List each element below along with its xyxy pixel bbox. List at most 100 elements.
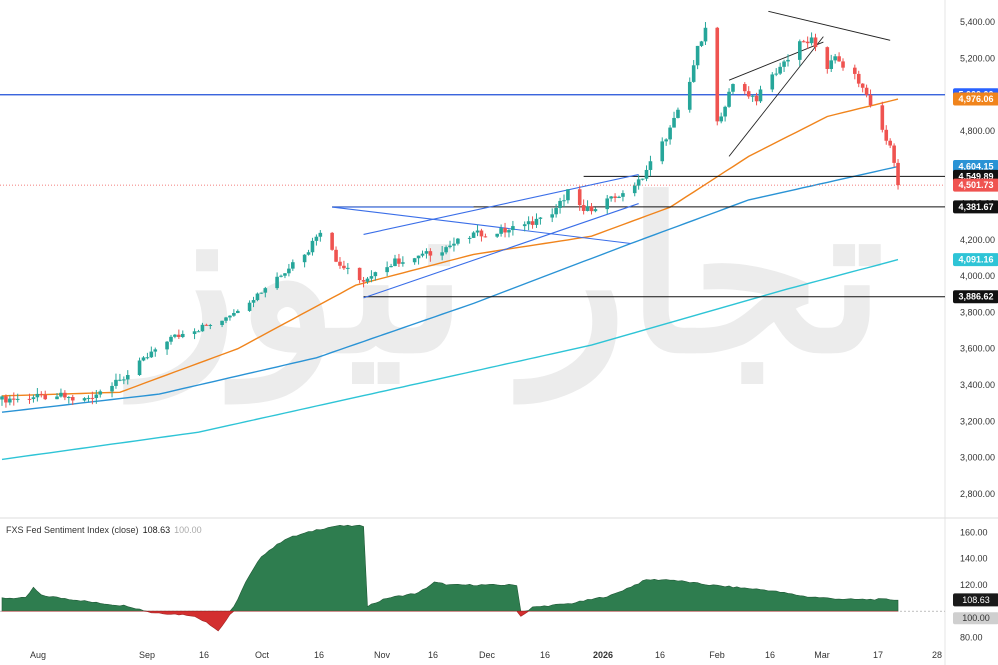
price-tag-label: 4,381.67 bbox=[958, 202, 993, 212]
price-tick-label: 4,800.00 bbox=[960, 126, 995, 136]
time-tick-label: 16 bbox=[540, 650, 550, 660]
candles bbox=[0, 22, 900, 408]
time-tick-label: 16 bbox=[314, 650, 324, 660]
candle-body bbox=[448, 245, 452, 248]
watermark-text: تجار نيوز bbox=[123, 160, 884, 405]
time-tick-label: 16 bbox=[765, 650, 775, 660]
indicator-baseline-tag-label: 100.00 bbox=[962, 613, 990, 623]
price-tag-label: 3,886.62 bbox=[958, 292, 993, 302]
candle-body bbox=[691, 65, 696, 82]
candle-body bbox=[853, 67, 857, 74]
candle-body bbox=[110, 385, 114, 392]
candle-body bbox=[287, 268, 291, 274]
price-tick-label: 2,800.00 bbox=[960, 489, 995, 499]
candle-body bbox=[715, 27, 720, 122]
candle-body bbox=[856, 73, 861, 84]
candle-body bbox=[220, 320, 224, 325]
candle-body bbox=[31, 397, 36, 400]
indicator-axis[interactable]: 80.00 120.00 140.00 160.00 108.63 100.00 bbox=[953, 527, 998, 642]
candle-body bbox=[291, 262, 295, 269]
candle-body bbox=[554, 207, 558, 215]
candle-body bbox=[11, 398, 16, 400]
candle-body bbox=[310, 240, 315, 253]
candle-body bbox=[306, 252, 311, 255]
candle-body bbox=[55, 396, 59, 400]
candle-body bbox=[471, 232, 476, 238]
candle-body bbox=[750, 95, 755, 97]
candle-body bbox=[228, 315, 232, 318]
candle-body bbox=[224, 317, 228, 321]
price-tag-label: 4,604.15 bbox=[958, 162, 993, 172]
candle-body bbox=[668, 127, 672, 140]
candle-body bbox=[236, 310, 240, 314]
candle-body bbox=[813, 37, 818, 48]
channel-upper bbox=[363, 174, 639, 235]
price-tick-label: 4,000.00 bbox=[960, 271, 995, 281]
candle-body bbox=[456, 238, 460, 244]
candle-body bbox=[660, 141, 665, 162]
price-tick-label: 5,200.00 bbox=[960, 53, 995, 63]
price-tick-label: 3,800.00 bbox=[960, 307, 995, 317]
channel-lower bbox=[363, 203, 639, 299]
candle-body bbox=[731, 84, 735, 92]
candle-body bbox=[613, 196, 617, 198]
price-tags: 5,000.004,976.064,604.154,549.894,501.73… bbox=[953, 88, 998, 304]
candle-body bbox=[503, 228, 507, 233]
candle-body bbox=[593, 209, 598, 212]
trend-drawings bbox=[332, 10, 891, 299]
price-tag-label: 4,976.06 bbox=[958, 94, 993, 104]
time-tick-label: Nov bbox=[374, 650, 391, 660]
candle-body bbox=[809, 37, 814, 44]
candle-body bbox=[880, 105, 885, 130]
candle-body bbox=[141, 357, 146, 361]
candle-body bbox=[475, 230, 480, 233]
time-tick-label: Dec bbox=[479, 650, 496, 660]
candle-body bbox=[774, 73, 779, 75]
indicator-legend[interactable]: FXS Fed Sentiment Index (close) 108.63 100… bbox=[6, 525, 202, 535]
candle-body bbox=[8, 398, 12, 403]
price-tick-label: 3,200.00 bbox=[960, 416, 995, 426]
indicator-baseline: 100.00 bbox=[174, 525, 202, 535]
candle-body bbox=[770, 74, 775, 90]
candle-body bbox=[125, 375, 130, 380]
candle-body bbox=[247, 302, 252, 311]
candle-body bbox=[169, 336, 173, 342]
candle-body bbox=[255, 293, 260, 301]
candle-body bbox=[200, 324, 205, 332]
candle-body bbox=[196, 331, 201, 333]
candle-body bbox=[397, 258, 401, 264]
candle-body bbox=[452, 243, 456, 246]
time-axis[interactable]: Aug Sep 16 Oct 16 Nov 16 Dec 16 2026 16 Feb 16 Mar 17 2… bbox=[30, 650, 942, 660]
candle-body bbox=[562, 200, 566, 202]
candle-body bbox=[251, 300, 256, 303]
candle-body bbox=[664, 139, 668, 142]
candle-body bbox=[687, 81, 692, 110]
ema-fast-line bbox=[1, 98, 899, 397]
candle-body bbox=[342, 265, 346, 269]
time-tick-label: 16 bbox=[199, 650, 209, 660]
candle-body bbox=[15, 398, 20, 400]
candle-body bbox=[758, 89, 763, 102]
candle-body bbox=[424, 251, 429, 254]
candle-body bbox=[35, 393, 40, 398]
candle-body bbox=[145, 357, 150, 359]
candle-body bbox=[648, 161, 653, 170]
indicator-value: 108.63 bbox=[142, 525, 171, 535]
candle-body bbox=[695, 45, 700, 66]
candle-body bbox=[644, 169, 649, 179]
indicator-tick-label: 160.00 bbox=[960, 527, 988, 537]
candle-body bbox=[279, 275, 283, 277]
candle-body bbox=[538, 217, 543, 219]
candle-body bbox=[577, 189, 582, 206]
sentiment-negative-area bbox=[1, 610, 899, 632]
candle-body bbox=[727, 91, 731, 107]
candle-body bbox=[357, 267, 362, 281]
time-tick-label: Oct bbox=[255, 650, 270, 660]
candle-body bbox=[259, 292, 264, 294]
candle-body bbox=[314, 236, 319, 241]
candle-body bbox=[479, 230, 484, 237]
candle-body bbox=[118, 379, 122, 381]
price-tag-label: 4,091.16 bbox=[958, 255, 993, 265]
price-tag-bg bbox=[953, 253, 998, 267]
